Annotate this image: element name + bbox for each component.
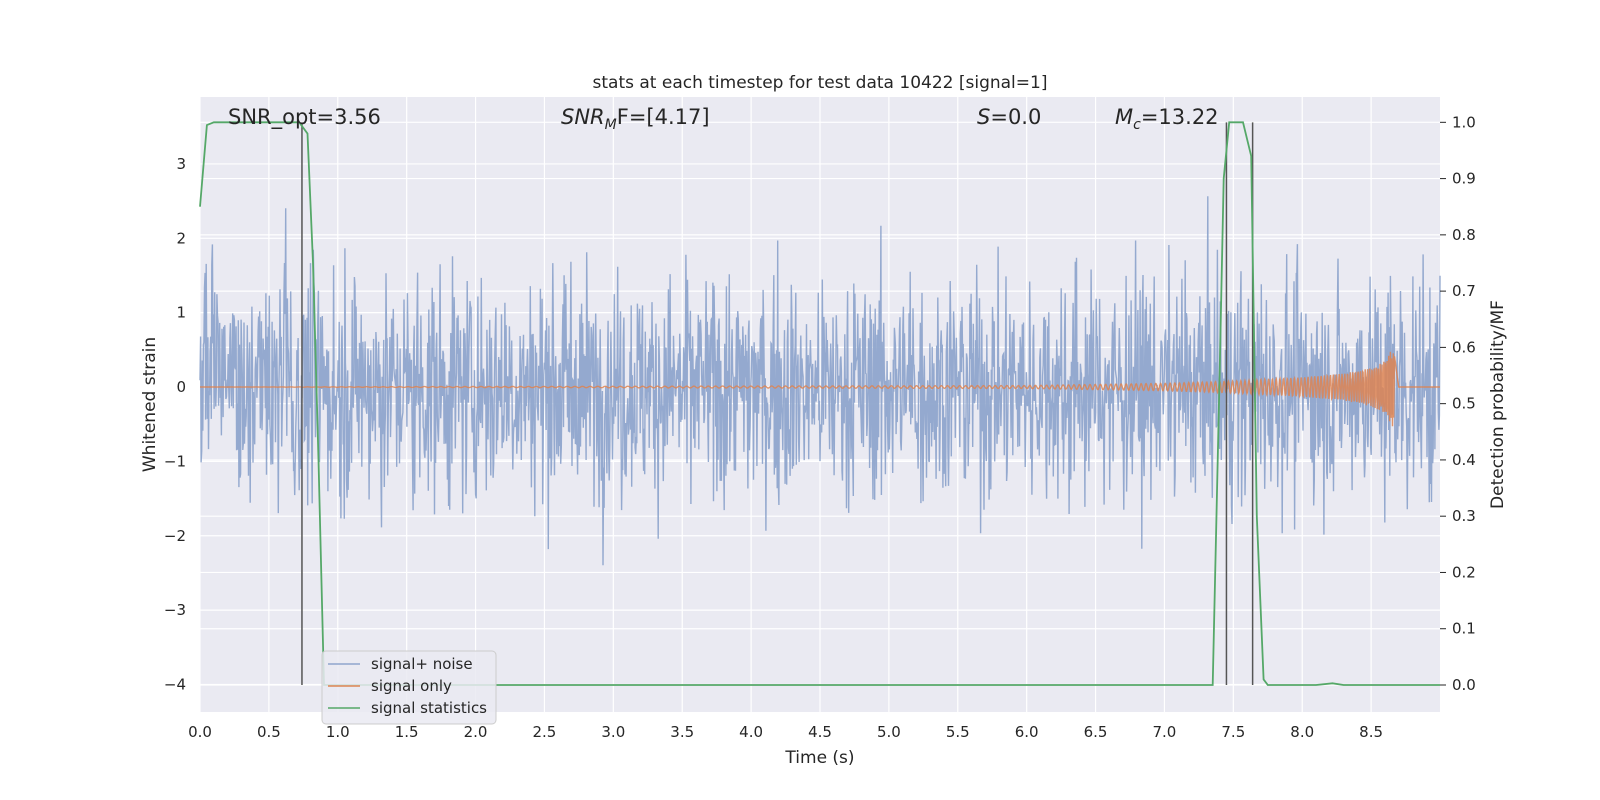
y-tick-label: 0 bbox=[176, 378, 186, 396]
legend-label-signal-statistics: signal statistics bbox=[371, 699, 487, 717]
y-tick-label: −1 bbox=[164, 452, 186, 470]
x-tick-label: 5.5 bbox=[946, 723, 970, 741]
y-right-tick-label: 0.5 bbox=[1452, 395, 1476, 413]
chart-title: stats at each timestep for test data 104… bbox=[593, 73, 1048, 93]
y-tick-label: −2 bbox=[164, 527, 186, 545]
x-axis-label: Time (s) bbox=[784, 748, 854, 768]
annotation-s: S=0.0 bbox=[977, 105, 1041, 129]
y-right-tick-label: 0.4 bbox=[1452, 451, 1476, 469]
x-tick-label: 6.5 bbox=[1084, 723, 1108, 741]
x-tick-label: 4.5 bbox=[808, 723, 832, 741]
x-tick-label: 6.0 bbox=[1015, 723, 1039, 741]
y-axis-ticks: 3 2 1 0 −1 −2 −3 −4 bbox=[164, 155, 186, 694]
y-axis-right-label: Detection probability/MF bbox=[1488, 300, 1508, 509]
x-tick-label: 8.0 bbox=[1290, 723, 1314, 741]
annotation-mc-sub: c bbox=[1133, 117, 1141, 133]
annotation-snr-opt: SNR_opt=3.56 bbox=[228, 105, 381, 130]
annotation-mc: Mc=13.22 bbox=[1115, 105, 1219, 133]
y-right-tick-label: 0.0 bbox=[1452, 676, 1476, 694]
x-axis-ticks: 0.0 0.5 1.0 1.5 2.0 2.5 3.0 3.5 4.0 4.5 5.0 5.5 6.0 6… bbox=[188, 723, 1383, 741]
signal-statistics-line bbox=[199, 121, 1440, 686]
x-tick-label: 1.0 bbox=[326, 723, 350, 741]
series-signal-plus-noise bbox=[199, 196, 1441, 566]
annotation-snr-mf-rest: F=[4.17] bbox=[617, 105, 710, 129]
y-tick-label: 3 bbox=[176, 155, 186, 173]
annotation-s-name: S bbox=[977, 105, 990, 129]
series-signal-only bbox=[200, 351, 1440, 427]
x-tick-label: 0.5 bbox=[257, 723, 281, 741]
y-right-tick-label: 1.0 bbox=[1452, 113, 1476, 131]
legend: signal+ noise signal only signal statist… bbox=[321, 650, 497, 725]
annotation-s-rest: =0.0 bbox=[990, 105, 1041, 129]
x-tick-label: 8.5 bbox=[1359, 723, 1383, 741]
y-axis-right-ticks: 1.0 0.9 0.8 0.7 0.6 0.5 0.4 0.3 0.2 0.1 0.0 bbox=[1440, 113, 1476, 694]
y-right-tick-label: 0.2 bbox=[1452, 563, 1476, 581]
x-tick-label: 3.5 bbox=[670, 723, 694, 741]
legend-label-signal-only: signal only bbox=[371, 677, 452, 695]
annotation-mc-name: M bbox=[1115, 105, 1133, 129]
x-tick-label: 7.0 bbox=[1153, 723, 1177, 741]
x-tick-label: 0.0 bbox=[188, 723, 212, 741]
y-right-tick-label: 0.9 bbox=[1452, 170, 1476, 188]
x-tick-label: 7.5 bbox=[1221, 723, 1245, 741]
legend-box bbox=[321, 650, 497, 725]
y-right-tick-label: 0.8 bbox=[1452, 226, 1476, 244]
y-right-tick-label: 0.6 bbox=[1452, 338, 1476, 356]
legend-label-signal-plus-noise: signal+ noise bbox=[371, 655, 473, 673]
series-signal-statistics bbox=[199, 121, 1440, 686]
y-tick-label: −4 bbox=[164, 675, 186, 693]
y-tick-label: 1 bbox=[176, 304, 186, 322]
y-right-tick-label: 0.1 bbox=[1452, 620, 1476, 638]
annotation-mc-rest: =13.22 bbox=[1141, 105, 1219, 129]
y-tick-label: −3 bbox=[164, 601, 186, 619]
x-tick-label: 4.0 bbox=[739, 723, 763, 741]
x-tick-label: 5.0 bbox=[877, 723, 901, 741]
x-tick-label: 2.0 bbox=[464, 723, 488, 741]
y-right-tick-label: 0.7 bbox=[1452, 282, 1476, 300]
x-tick-label: 2.5 bbox=[533, 723, 557, 741]
annotation-snr-mf-sub: M bbox=[605, 117, 617, 133]
x-tick-label: 1.5 bbox=[395, 723, 419, 741]
signal-only-line bbox=[200, 351, 1440, 427]
x-tick-label: 3.0 bbox=[601, 723, 625, 741]
y-right-tick-label: 0.3 bbox=[1452, 507, 1476, 525]
y-tick-label: 2 bbox=[176, 229, 186, 247]
y-axis-label: Whitened strain bbox=[140, 337, 160, 472]
annotation-snr-mf-name: SNR bbox=[561, 105, 605, 129]
annotation-snr-mf: SNRMF=[4.17] bbox=[561, 105, 710, 133]
signal-plus-noise-line bbox=[199, 196, 1441, 566]
